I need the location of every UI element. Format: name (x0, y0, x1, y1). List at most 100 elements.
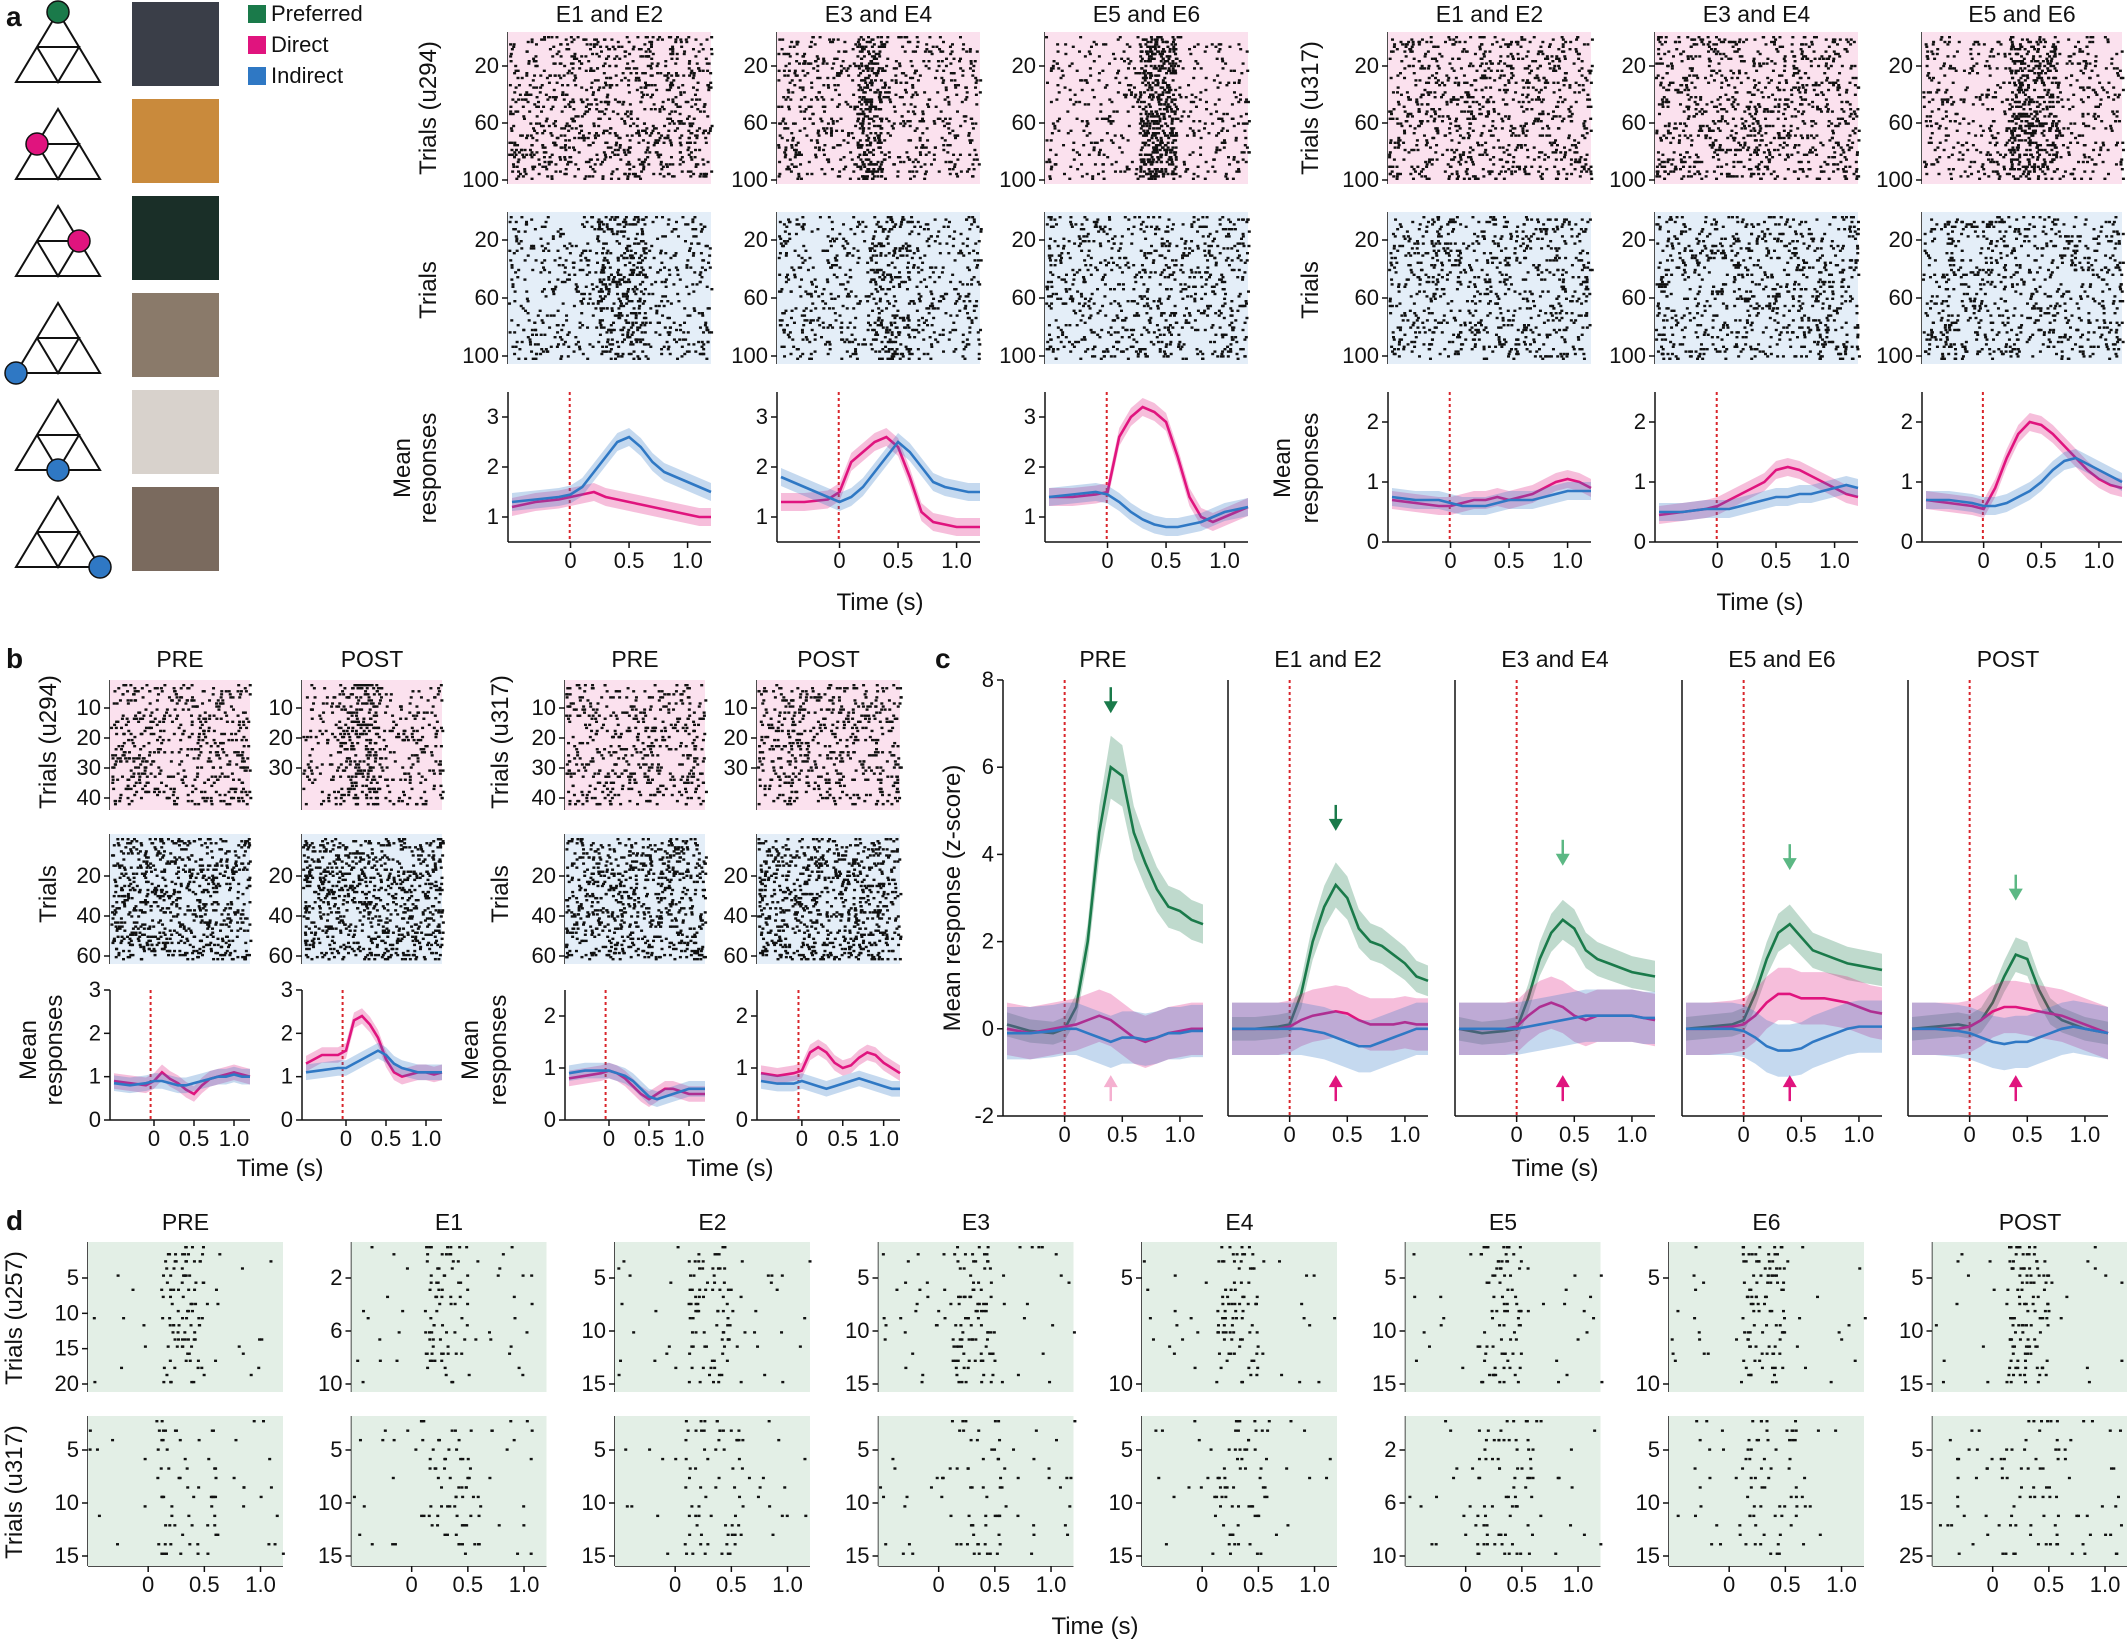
spike (977, 281, 980, 283)
spike (959, 36, 962, 38)
spike (805, 134, 808, 136)
spike (1193, 134, 1196, 136)
spike (1096, 334, 1099, 336)
spike (1145, 118, 1148, 120)
spike (663, 346, 666, 348)
spike (841, 130, 844, 132)
spike (1196, 245, 1199, 247)
spike (669, 326, 672, 328)
spike (1145, 113, 1148, 115)
spike (817, 132, 820, 134)
spike (948, 161, 951, 163)
spike (860, 108, 863, 110)
spike (873, 298, 876, 300)
spike (814, 307, 817, 309)
spike (1242, 329, 1245, 331)
spike (1144, 84, 1147, 86)
spike (1222, 67, 1225, 69)
spike (1102, 170, 1105, 172)
spike (1180, 264, 1183, 266)
spike (815, 286, 818, 288)
spike (1131, 233, 1134, 235)
spike (1159, 334, 1162, 336)
spike (901, 46, 904, 48)
spike (1169, 149, 1172, 151)
spike (1147, 331, 1150, 333)
spike (620, 230, 623, 232)
spike (968, 132, 971, 134)
spike (1165, 144, 1168, 146)
spike (1214, 103, 1217, 105)
spike (600, 50, 603, 52)
spike (1216, 58, 1219, 60)
spike (1129, 60, 1132, 62)
spike (901, 96, 904, 98)
spike (838, 266, 841, 268)
spike (573, 274, 576, 276)
spike (606, 96, 609, 98)
spike (622, 293, 625, 295)
spike (951, 50, 954, 52)
spike (933, 120, 936, 122)
spike (592, 91, 595, 93)
spike (945, 58, 948, 60)
spike (822, 98, 825, 100)
spike (856, 302, 859, 304)
spike (925, 319, 928, 321)
spike (823, 173, 826, 175)
spike (1179, 348, 1182, 350)
spike (1110, 257, 1113, 259)
spike (1055, 223, 1058, 225)
spike (1114, 170, 1117, 172)
spike (656, 154, 659, 156)
spike (913, 72, 916, 74)
spike (626, 110, 629, 112)
spike (1137, 178, 1140, 180)
spike (1215, 283, 1218, 285)
spike (598, 290, 601, 292)
spike (816, 55, 819, 57)
spike (595, 98, 598, 100)
spike (568, 146, 571, 148)
spike (786, 139, 789, 141)
spike (1068, 341, 1071, 343)
spike (1119, 305, 1122, 307)
spike (656, 142, 659, 144)
spike (1192, 286, 1195, 288)
spike (877, 324, 880, 326)
spike (1127, 218, 1130, 220)
spike (527, 336, 530, 338)
spike (683, 91, 686, 93)
spike (962, 70, 965, 72)
spike (1143, 326, 1146, 328)
spike (629, 125, 632, 127)
spike (610, 348, 613, 350)
spike (829, 348, 832, 350)
spike (580, 312, 583, 314)
spike (817, 58, 820, 60)
spike (1180, 238, 1183, 240)
spike (1088, 300, 1091, 302)
spike (565, 125, 568, 127)
spike (529, 341, 532, 343)
spike (599, 163, 602, 165)
spike (659, 72, 662, 74)
spike (785, 281, 788, 283)
spike (1091, 175, 1094, 177)
spike (936, 91, 939, 93)
spike (1101, 70, 1104, 72)
spike (1247, 290, 1250, 292)
spike (778, 290, 781, 292)
spike (602, 259, 605, 261)
spike (1127, 67, 1130, 69)
spike (878, 276, 881, 278)
spike (913, 113, 916, 115)
spike (532, 79, 535, 81)
spike (533, 60, 536, 62)
spike (585, 286, 588, 288)
spike (966, 91, 969, 93)
spike (673, 254, 676, 256)
spike (945, 293, 948, 295)
spike (545, 348, 548, 350)
spike (589, 48, 592, 50)
